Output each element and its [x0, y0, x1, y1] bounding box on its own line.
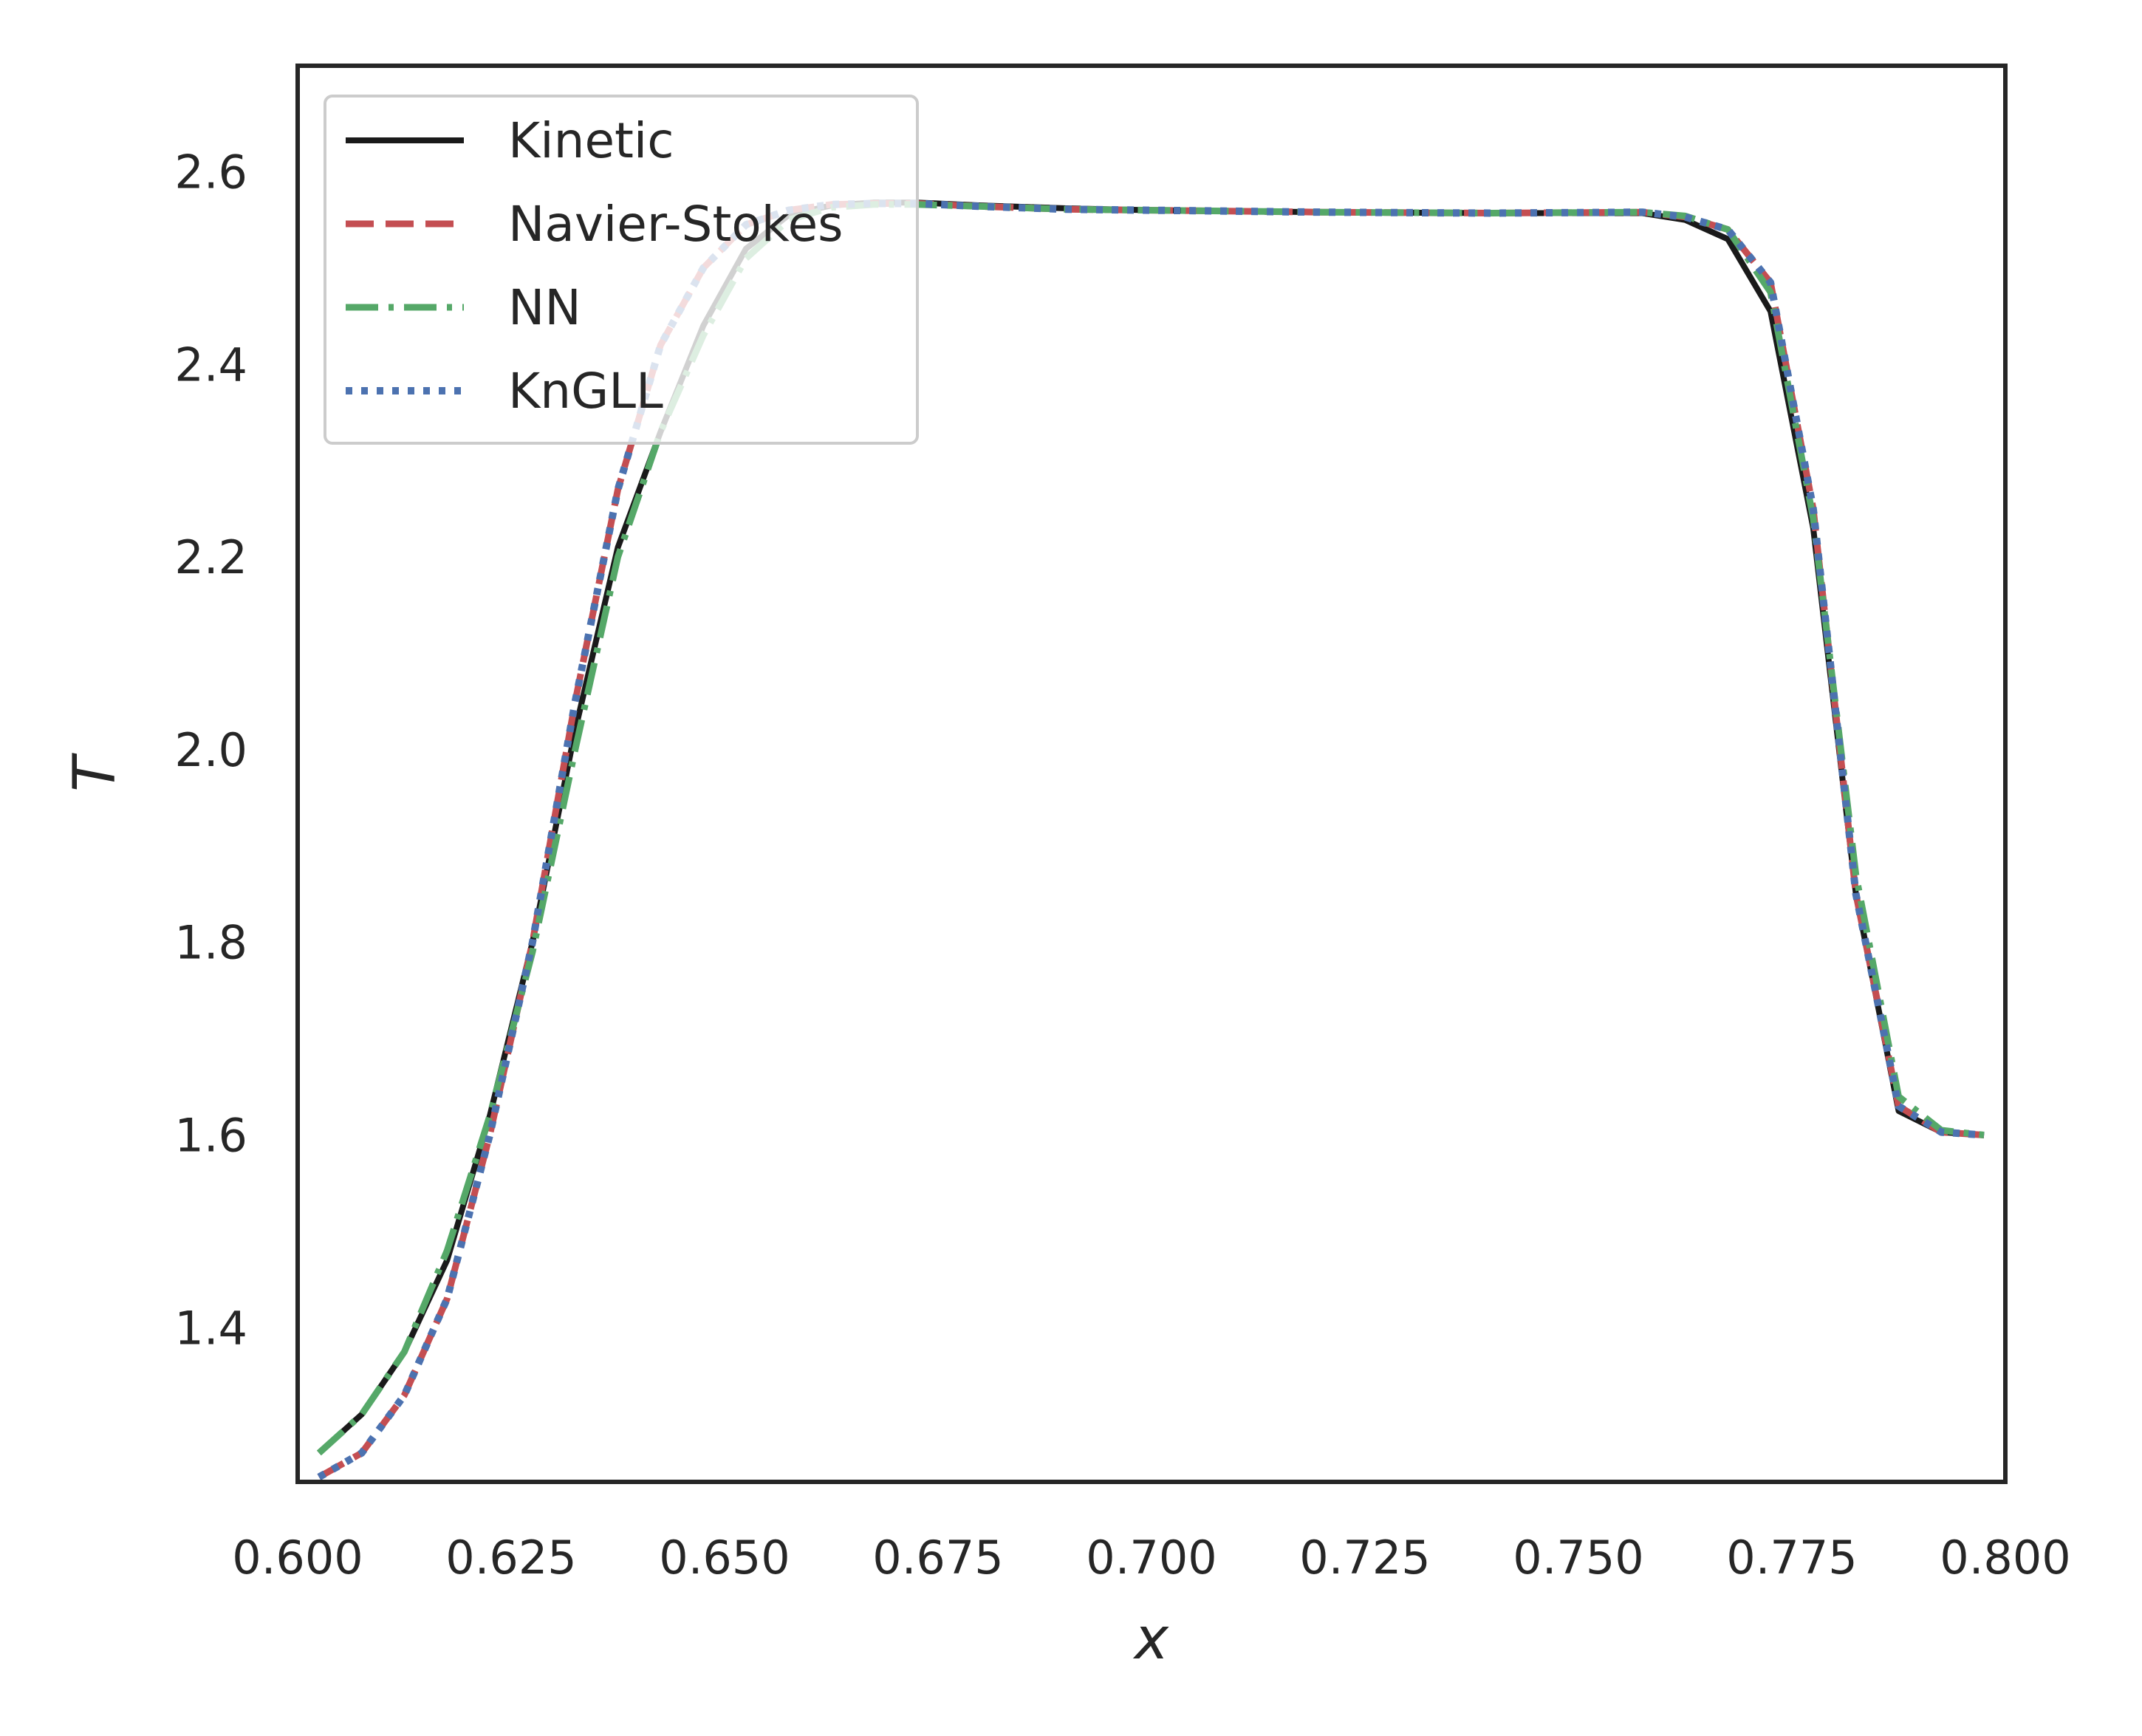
x-tick-label: 0.675 — [872, 1531, 1004, 1585]
legend-label: KnGLL — [508, 363, 663, 420]
x-tick-label: 0.700 — [1086, 1531, 1217, 1585]
x-tick-label: 0.650 — [659, 1531, 790, 1585]
x-tick-label: 0.625 — [445, 1531, 577, 1585]
y-tick-label: 1.6 — [174, 1109, 247, 1163]
x-tick-label: 0.600 — [232, 1531, 363, 1585]
y-tick-label: 2.2 — [174, 530, 247, 584]
y-tick-label: 1.4 — [174, 1301, 247, 1355]
x-tick-labels: 0.600 0.625 0.650 0.675 0.700 0.725 0.750 0.775… — [232, 1531, 2071, 1585]
x-tick-label: 0.725 — [1299, 1531, 1431, 1585]
x-axis-label: x — [1132, 1606, 1169, 1672]
x-tick-label: 0.800 — [1940, 1531, 2071, 1585]
legend: Kinetic Navier-Stokes NN KnGLL — [324, 95, 919, 445]
legend-label: Kinetic — [508, 112, 674, 169]
x-tick-label: 0.750 — [1513, 1531, 1644, 1585]
y-tick-label: 2.4 — [174, 338, 247, 392]
legend-entries: Kinetic Navier-Stokes NN KnGLL — [346, 112, 844, 420]
legend-box — [324, 95, 919, 445]
y-tick-label: 1.8 — [174, 916, 247, 970]
y-axis-label: T — [62, 753, 129, 792]
x-tick-label: 0.775 — [1726, 1531, 1858, 1585]
y-tick-label: 2.6 — [174, 145, 247, 199]
legend-label: NN — [508, 279, 581, 336]
plot-frame — [295, 64, 2008, 1484]
y-tick-label: 2.0 — [174, 723, 247, 777]
y-tick-labels: 1.4 1.6 1.8 2.0 2.2 2.4 2.6 — [174, 145, 247, 1355]
legend-label: Navier-Stokes — [508, 196, 844, 253]
